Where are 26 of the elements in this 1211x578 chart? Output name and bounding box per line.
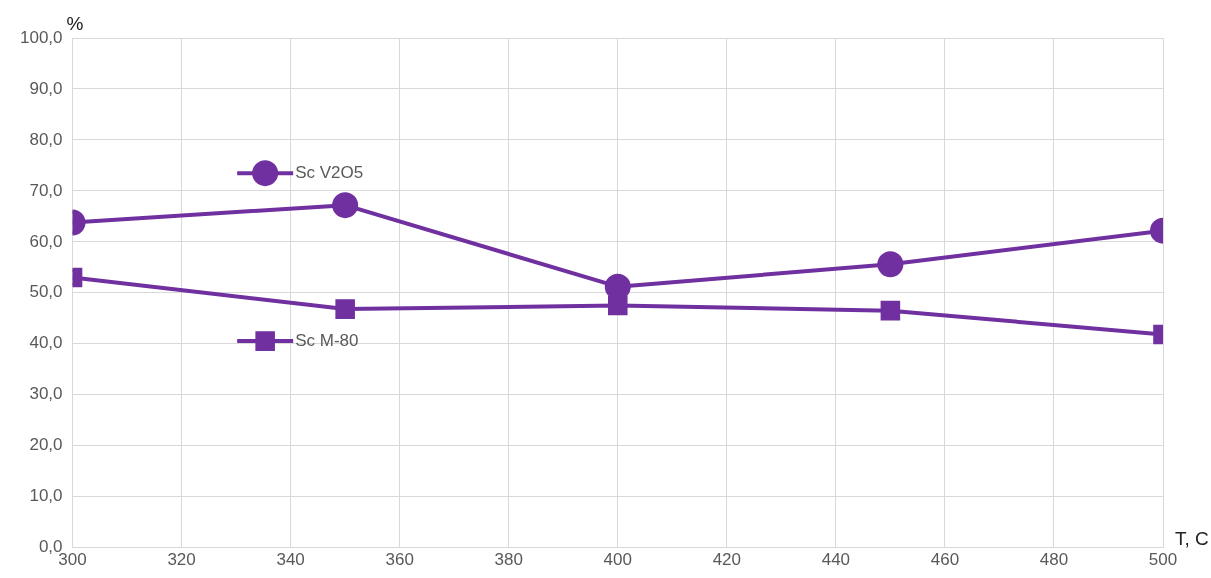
x-tick-label: 360 [385, 550, 414, 570]
y-axis-title: % [66, 12, 84, 34]
x-axis-title: T, C [1175, 528, 1209, 550]
y-tick-label: 50,0 [29, 282, 63, 302]
legend-label: Sc V2O5 [295, 162, 364, 182]
x-tick-label: 320 [167, 550, 196, 570]
x-tick-label: 480 [1039, 550, 1069, 570]
x-tick-label: 440 [821, 550, 851, 570]
y-tick-label: 60,0 [29, 231, 63, 251]
y-tick-label: 80,0 [29, 129, 63, 149]
y-tick-label: 40,0 [29, 333, 63, 353]
x-tick-label: 400 [603, 550, 632, 570]
point [607, 295, 628, 316]
point [332, 192, 359, 219]
y-tick-label: 30,0 [29, 384, 63, 404]
y-tick-label: 100,0 [19, 27, 63, 47]
y-tick-label: 20,0 [29, 435, 63, 455]
y-tick-label: 90,0 [29, 78, 63, 98]
x-tick-label: 380 [494, 550, 523, 570]
x-tick-label: 460 [930, 550, 960, 570]
x-tick-label: 340 [276, 550, 305, 570]
y-tick-label: 70,0 [29, 180, 63, 200]
legend-label: Sc M-80 [295, 330, 359, 350]
x-tick-label: 500 [1148, 550, 1178, 570]
x-tick-label: 420 [712, 550, 741, 570]
y-tick-label: 10,0 [29, 486, 63, 506]
